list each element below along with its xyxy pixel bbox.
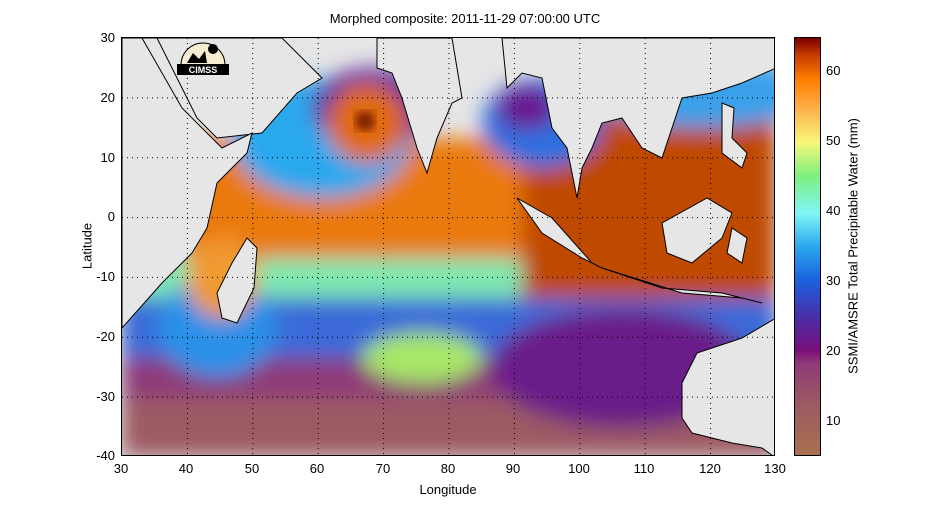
colorbar-tick: 40 — [826, 203, 841, 218]
x-tick: 100 — [568, 461, 590, 476]
x-tick: 90 — [505, 461, 521, 476]
colorbar — [794, 37, 821, 456]
map-plot-area — [121, 37, 775, 456]
colorbar-tick: 10 — [826, 413, 841, 428]
x-axis-label: Longitude — [419, 482, 477, 497]
x-tick: 40 — [178, 461, 194, 476]
x-tick: 30 — [113, 461, 129, 476]
colorbar-label: SSMI/AMSRE Total Precipitable Water (mm) — [845, 118, 861, 374]
x-tick: 60 — [309, 461, 325, 476]
y-tick: -30 — [96, 389, 115, 404]
x-tick: 80 — [440, 461, 456, 476]
x-tick: 120 — [699, 461, 721, 476]
cimss-logo: CIMSS — [177, 42, 229, 75]
y-tick: 30 — [100, 30, 115, 45]
x-tick: 130 — [764, 461, 786, 476]
y-tick: -20 — [96, 329, 115, 344]
logo-text: CIMSS — [189, 65, 218, 75]
y-tick: -40 — [96, 448, 115, 463]
x-tick: 50 — [244, 461, 260, 476]
colorbar-tick: 20 — [826, 343, 841, 358]
chart-title: Morphed composite: 2011-11-29 07:00:00 U… — [329, 11, 601, 26]
colorbar-tick: 60 — [826, 63, 841, 78]
y-tick: 20 — [100, 90, 115, 105]
colorbar-tick: 30 — [826, 273, 841, 288]
y-axis-label: Latitude — [79, 222, 95, 270]
y-tick: 10 — [100, 150, 115, 165]
y-tick: -10 — [96, 269, 115, 284]
colorbar-tick: 50 — [826, 133, 841, 148]
tpw-heatmap — [122, 38, 774, 455]
x-tick: 70 — [375, 461, 391, 476]
y-tick: 0 — [107, 209, 115, 224]
x-tick: 110 — [633, 461, 655, 476]
